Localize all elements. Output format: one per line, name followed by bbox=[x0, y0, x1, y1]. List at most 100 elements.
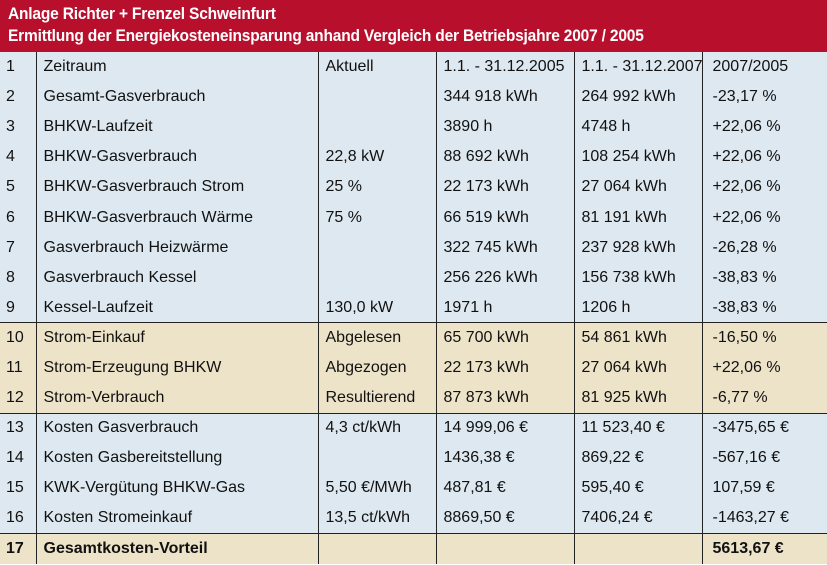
row-label-cell: Kessel-Laufzeit bbox=[36, 292, 319, 323]
value-2005-cell: 14 999,06 € bbox=[436, 412, 575, 444]
change-2007-2005-cell: -3475,65 € bbox=[702, 412, 827, 444]
row-number-cell: 7 bbox=[0, 232, 37, 263]
row-label-cell: Gesamt-Gasverbrauch bbox=[36, 82, 319, 113]
value-2007-cell: 27 064 kWh bbox=[574, 172, 703, 203]
row-number-cell: 9 bbox=[0, 292, 37, 323]
table-header: Anlage Richter + Frenzel Schweinfurt Erm… bbox=[0, 0, 827, 52]
value-2005-cell: 256 226 kWh bbox=[436, 262, 575, 293]
current-value-cell bbox=[318, 443, 437, 474]
table-row: 14 Kosten Gasbereitstellung 1436,38 €869,2… bbox=[0, 443, 827, 474]
row-number-cell: 15 bbox=[0, 473, 37, 504]
row-label-cell: Strom-Einkauf bbox=[36, 322, 319, 353]
row-label-cell: Gasverbrauch Kessel bbox=[36, 262, 319, 293]
value-2005-cell: 87 873 kWh bbox=[436, 383, 575, 414]
value-2007-cell: 1.1. - 31.12.2007 bbox=[574, 52, 703, 83]
current-value-cell: 5,50 €/MWh bbox=[318, 473, 437, 504]
change-2007-2005-cell: 5613,67 € bbox=[702, 532, 827, 564]
row-label-cell: Gesamtkosten-Vorteil bbox=[36, 532, 319, 564]
row-number-cell: 8 bbox=[0, 262, 37, 293]
value-2007-cell: 156 738 kWh bbox=[574, 262, 703, 293]
row-label-cell: KWK-Vergütung BHKW-Gas bbox=[36, 473, 319, 504]
current-value-cell: 22,8 kW bbox=[318, 142, 437, 173]
value-2005-cell: 66 519 kWh bbox=[436, 202, 575, 233]
table-subtitle: Ermittlung der Energiekosteneinsparung a… bbox=[8, 27, 644, 45]
value-2007-cell: 81 191 kWh bbox=[574, 202, 703, 233]
value-2007-cell: 595,40 € bbox=[574, 473, 703, 504]
value-2005-cell: 322 745 kWh bbox=[436, 232, 575, 263]
row-number-cell: 2 bbox=[0, 82, 37, 113]
value-2007-cell: 4748 h bbox=[574, 112, 703, 143]
change-2007-2005-cell: +22,06 % bbox=[702, 112, 827, 143]
value-2005-cell: 1971 h bbox=[436, 292, 575, 323]
current-value-cell: Abgelesen bbox=[318, 322, 437, 353]
value-2005-cell: 65 700 kWh bbox=[436, 322, 575, 353]
value-2007-cell: 237 928 kWh bbox=[574, 232, 703, 263]
change-2007-2005-cell: +22,06 % bbox=[702, 172, 827, 203]
table-row: 5 BHKW-Gasverbrauch Strom 25 % 22 173 kWh 27… bbox=[0, 172, 827, 203]
table-title: Anlage Richter + Frenzel Schweinfurt bbox=[8, 5, 276, 23]
value-2007-cell: 27 064 kWh bbox=[574, 352, 703, 384]
table-row: 13 Kosten Gasverbrauch 4,3 ct/kWh 14 999,06… bbox=[0, 412, 827, 444]
current-value-cell bbox=[318, 262, 437, 293]
table-row: 10 Strom-Einkauf Abgelesen 65 700 kWh 54 861… bbox=[0, 322, 827, 353]
row-label-cell: BHKW-Gasverbrauch Strom bbox=[36, 172, 319, 203]
change-2007-2005-cell: -567,16 € bbox=[702, 443, 827, 474]
current-value-cell bbox=[318, 112, 437, 143]
table-row: 12 Strom-Verbrauch Resultierend 87 873 kWh 8… bbox=[0, 383, 827, 414]
current-value-cell: Abgezogen bbox=[318, 352, 437, 384]
row-label-cell: Strom-Verbrauch bbox=[36, 383, 319, 414]
value-2007-cell: 7406,24 € bbox=[574, 503, 703, 534]
row-label-cell: Zeitraum bbox=[36, 52, 319, 83]
row-number-cell: 1 bbox=[0, 52, 37, 83]
row-label-cell: BHKW-Gasverbrauch bbox=[36, 142, 319, 173]
change-2007-2005-cell: -1463,27 € bbox=[702, 503, 827, 534]
value-2007-cell: 264 992 kWh bbox=[574, 82, 703, 113]
current-value-cell: 130,0 kW bbox=[318, 292, 437, 323]
value-2005-cell: 1436,38 € bbox=[436, 443, 575, 474]
change-2007-2005-cell: 2007/2005 bbox=[702, 52, 827, 83]
row-number-cell: 16 bbox=[0, 503, 37, 534]
table-row: 8 Gasverbrauch Kessel 256 226 kWh 156 738 k… bbox=[0, 262, 827, 293]
value-2005-cell: 8869,50 € bbox=[436, 503, 575, 534]
value-2005-cell: 344 918 kWh bbox=[436, 82, 575, 113]
row-number-cell: 14 bbox=[0, 443, 37, 474]
row-number-cell: 13 bbox=[0, 412, 37, 444]
table-body: 1 Zeitraum Aktuell 1.1. - 31.12.2005 1.1. - … bbox=[0, 52, 827, 564]
row-label-cell: Kosten Stromeinkauf bbox=[36, 503, 319, 534]
table-row: 6 BHKW-Gasverbrauch Wärme 75 % 66 519 kWh 81… bbox=[0, 202, 827, 233]
row-label-cell: BHKW-Gasverbrauch Wärme bbox=[36, 202, 319, 233]
value-2007-cell: 81 925 kWh bbox=[574, 383, 703, 414]
value-2005-cell: 22 173 kWh bbox=[436, 172, 575, 203]
current-value-cell bbox=[318, 532, 437, 564]
change-2007-2005-cell: -38,83 % bbox=[702, 292, 827, 323]
value-2007-cell: 1206 h bbox=[574, 292, 703, 323]
row-label-cell: Gasverbrauch Heizwärme bbox=[36, 232, 319, 263]
table-row: 17 Gesamtkosten-Vorteil 5613,67 € bbox=[0, 532, 827, 564]
table-row: 1 Zeitraum Aktuell 1.1. - 31.12.2005 1.1. - … bbox=[0, 52, 827, 83]
table-row: 7 Gasverbrauch Heizwärme 322 745 kWh 237 92… bbox=[0, 232, 827, 263]
change-2007-2005-cell: +22,06 % bbox=[702, 352, 827, 384]
change-2007-2005-cell: 107,59 € bbox=[702, 473, 827, 504]
change-2007-2005-cell: +22,06 % bbox=[702, 202, 827, 233]
table-row: 16 Kosten Stromeinkauf 13,5 ct/kWh 8869,50 … bbox=[0, 503, 827, 534]
value-2005-cell: 22 173 kWh bbox=[436, 352, 575, 384]
current-value-cell: Resultierend bbox=[318, 383, 437, 414]
current-value-cell: 13,5 ct/kWh bbox=[318, 503, 437, 534]
row-number-cell: 3 bbox=[0, 112, 37, 143]
value-2005-cell: 1.1. - 31.12.2005 bbox=[436, 52, 575, 83]
row-number-cell: 11 bbox=[0, 352, 37, 384]
row-label-cell: Kosten Gasverbrauch bbox=[36, 412, 319, 444]
row-number-cell: 5 bbox=[0, 172, 37, 203]
row-label-cell: Kosten Gasbereitstellung bbox=[36, 443, 319, 474]
change-2007-2005-cell: -23,17 % bbox=[702, 82, 827, 113]
change-2007-2005-cell: -16,50 % bbox=[702, 322, 827, 353]
energy-cost-table: 1 Zeitraum Aktuell 1.1. - 31.12.2005 1.1. - … bbox=[0, 52, 827, 564]
table-row: 2 Gesamt-Gasverbrauch 344 918 kWh 264 992 k… bbox=[0, 82, 827, 113]
change-2007-2005-cell: -6,77 % bbox=[702, 383, 827, 414]
current-value-cell: Aktuell bbox=[318, 52, 437, 83]
row-number-cell: 17 bbox=[0, 532, 37, 564]
current-value-cell: 75 % bbox=[318, 202, 437, 233]
value-2005-cell: 3890 h bbox=[436, 112, 575, 143]
value-2005-cell: 88 692 kWh bbox=[436, 142, 575, 173]
row-label-cell: Strom-Erzeugung BHKW bbox=[36, 352, 319, 384]
